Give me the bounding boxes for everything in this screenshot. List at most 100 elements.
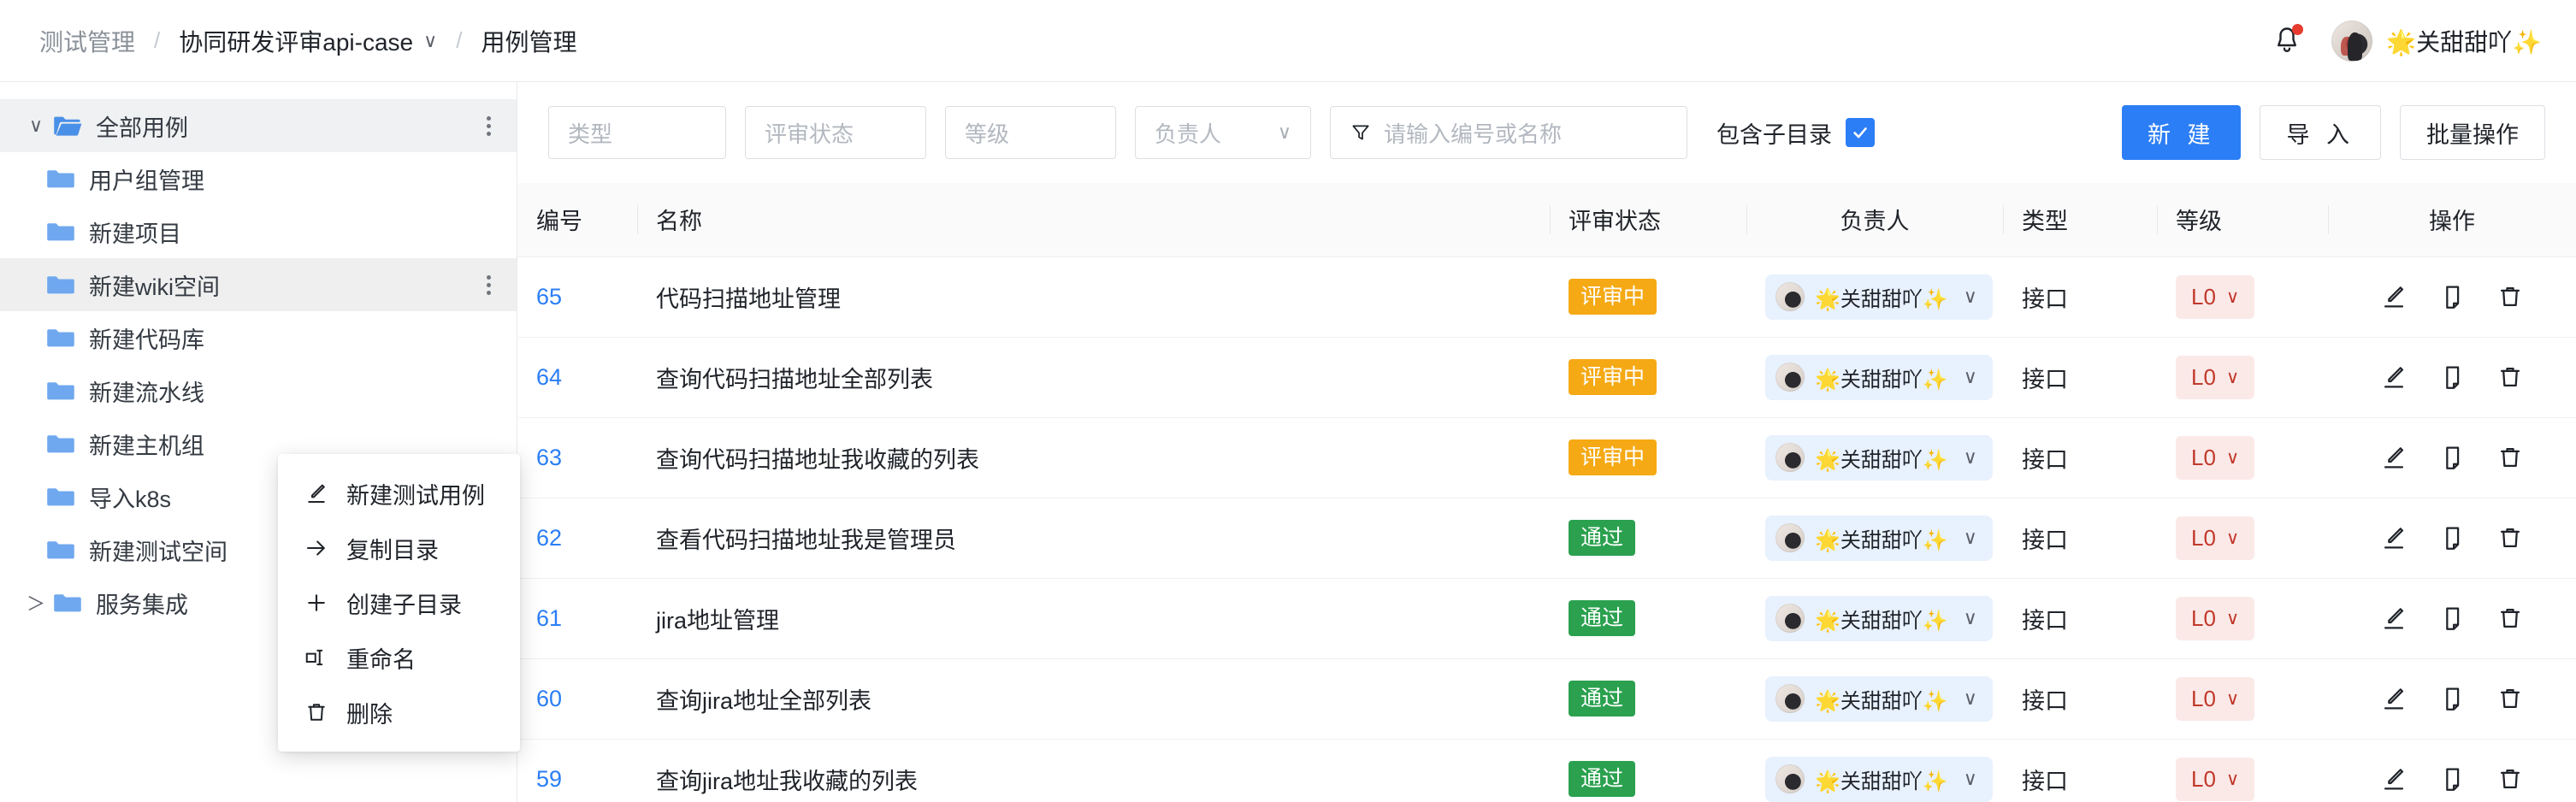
include-subdirectory-checkbox[interactable]: 包含子目录 bbox=[1716, 116, 1875, 150]
cell-name[interactable]: 代码扫描地址管理 bbox=[637, 257, 1550, 338]
copy-icon[interactable] bbox=[2437, 523, 2467, 552]
chevron-down-icon[interactable]: ∨ bbox=[2225, 608, 2240, 628]
chevron-down-icon[interactable]: ∨ bbox=[28, 115, 44, 136]
chevron-down-icon[interactable]: ∨ bbox=[2225, 367, 2240, 387]
delete-icon[interactable] bbox=[2496, 604, 2525, 633]
copy-icon[interactable] bbox=[2437, 684, 2467, 713]
sidebar-item-service-integration[interactable]: ＞ 服务集成 bbox=[0, 576, 517, 629]
chevron-down-icon[interactable]: ∨ bbox=[423, 29, 438, 51]
edit-icon[interactable] bbox=[2379, 764, 2408, 793]
edit-icon[interactable] bbox=[2379, 282, 2408, 311]
more-options-icon[interactable] bbox=[479, 115, 498, 136]
sidebar-item-new-pipeline[interactable]: 新建流水线 bbox=[0, 364, 517, 417]
cell-name[interactable]: 查询jira地址全部列表 bbox=[637, 658, 1550, 740]
chevron-down-icon[interactable]: ∨ bbox=[1963, 366, 1977, 387]
import-button[interactable]: 导 入 bbox=[2260, 105, 2381, 160]
delete-icon[interactable] bbox=[2496, 764, 2525, 793]
chevron-down-icon[interactable]: ∨ bbox=[2225, 688, 2240, 709]
case-id-link[interactable]: 60 bbox=[536, 685, 563, 711]
table-row[interactable]: 64 查询代码扫描地址全部列表 评审中 🌟关甜甜吖✨ ∨ 接口 L0 ∨ bbox=[517, 337, 2576, 418]
filter-level-select[interactable]: 等级 bbox=[945, 106, 1116, 159]
copy-icon[interactable] bbox=[2437, 363, 2467, 392]
filter-owner-select[interactable]: 负责人 ∨ bbox=[1135, 106, 1311, 159]
cell-name[interactable]: 查询代码扫描地址我收藏的列表 bbox=[637, 417, 1550, 498]
chevron-down-icon[interactable]: ∨ bbox=[2225, 769, 2240, 789]
sidebar-item-new-project[interactable]: 新建项目 bbox=[0, 205, 517, 258]
chevron-down-icon[interactable]: ∨ bbox=[1963, 446, 1977, 468]
chevron-down-icon[interactable]: ∨ bbox=[2225, 286, 2240, 307]
case-id-link[interactable]: 59 bbox=[536, 765, 563, 792]
owner-select[interactable]: 🌟关甜甜吖✨ ∨ bbox=[1765, 274, 1993, 320]
delete-icon[interactable] bbox=[2496, 443, 2525, 472]
chevron-down-icon[interactable]: ∨ bbox=[1963, 527, 1977, 548]
copy-icon[interactable] bbox=[2437, 282, 2467, 311]
sidebar-item-new-host-group[interactable]: 新建主机组 bbox=[0, 417, 517, 470]
table-row[interactable]: 60 查询jira地址全部列表 通过 🌟关甜甜吖✨ ∨ 接口 L0 ∨ bbox=[517, 658, 2576, 740]
level-select[interactable]: L0 ∨ bbox=[2176, 355, 2255, 399]
breadcrumb-item-project[interactable]: 协同研发评审api-case bbox=[179, 28, 414, 56]
context-menu-item-create-subdirectory[interactable]: 创建子目录 bbox=[278, 575, 520, 630]
chevron-down-icon[interactable]: ∨ bbox=[2225, 528, 2240, 548]
more-options-icon[interactable] bbox=[479, 274, 498, 295]
filter-type-select[interactable]: 类型 bbox=[548, 106, 726, 159]
level-select[interactable]: L0 ∨ bbox=[2176, 435, 2255, 480]
edit-icon[interactable] bbox=[2379, 684, 2408, 713]
sidebar-item-all-cases[interactable]: ∨ 全部用例 bbox=[0, 99, 517, 152]
sidebar-item-import-k8s[interactable]: 导入k8s bbox=[0, 470, 517, 523]
checkbox-checked-icon[interactable] bbox=[1846, 118, 1875, 147]
case-id-link[interactable]: 61 bbox=[536, 604, 563, 631]
user-menu[interactable]: 🌟关甜甜吖✨ bbox=[2331, 20, 2542, 62]
sidebar-item-new-wiki-space[interactable]: 新建wiki空间 bbox=[0, 258, 517, 311]
edit-icon[interactable] bbox=[2379, 523, 2408, 552]
context-menu-item-new-test-case[interactable]: 新建测试用例 bbox=[278, 466, 520, 521]
level-select[interactable]: L0 ∨ bbox=[2176, 596, 2255, 640]
context-menu-item-delete[interactable]: 删除 bbox=[278, 685, 520, 740]
cell-name[interactable]: 查看代码扫描地址我是管理员 bbox=[637, 498, 1550, 579]
owner-select[interactable]: 🌟关甜甜吖✨ ∨ bbox=[1765, 675, 1993, 722]
level-select[interactable]: L0 ∨ bbox=[2176, 757, 2255, 801]
edit-icon[interactable] bbox=[2379, 443, 2408, 472]
notification-bell-button[interactable] bbox=[2272, 23, 2304, 57]
filter-review-status-select[interactable]: 评审状态 bbox=[745, 106, 926, 159]
table-row[interactable]: 65 代码扫描地址管理 评审中 🌟关甜甜吖✨ ∨ 接口 L0 ∨ bbox=[517, 257, 2576, 338]
chevron-down-icon[interactable]: ∨ bbox=[1963, 687, 1977, 709]
owner-select[interactable]: 🌟关甜甜吖✨ ∨ bbox=[1765, 756, 1993, 802]
case-id-link[interactable]: 62 bbox=[536, 524, 563, 551]
delete-icon[interactable] bbox=[2496, 363, 2525, 392]
sidebar-item-user-group[interactable]: 用户组管理 bbox=[0, 152, 517, 205]
level-select[interactable]: L0 ∨ bbox=[2176, 676, 2255, 721]
owner-select[interactable]: 🌟关甜甜吖✨ ∨ bbox=[1765, 595, 1993, 641]
sidebar-item-new-test-space[interactable]: 新建测试空间 bbox=[0, 523, 517, 576]
context-menu-item-rename[interactable]: 重命名 bbox=[278, 630, 520, 685]
table-row[interactable]: 62 查看代码扫描地址我是管理员 通过 🌟关甜甜吖✨ ∨ 接口 L0 ∨ bbox=[517, 498, 2576, 579]
edit-icon[interactable] bbox=[2379, 363, 2408, 392]
level-select[interactable]: L0 ∨ bbox=[2176, 274, 2255, 319]
level-select[interactable]: L0 ∨ bbox=[2176, 516, 2255, 560]
cell-name[interactable]: jira地址管理 bbox=[637, 578, 1550, 659]
chevron-down-icon[interactable]: ∨ bbox=[1963, 768, 1977, 789]
owner-select[interactable]: 🌟关甜甜吖✨ ∨ bbox=[1765, 434, 1993, 481]
owner-select[interactable]: 🌟关甜甜吖✨ ∨ bbox=[1765, 354, 1993, 400]
chevron-down-icon[interactable]: ∨ bbox=[1963, 607, 1977, 628]
context-menu-item-copy-directory[interactable]: 复制目录 bbox=[278, 521, 520, 575]
delete-icon[interactable] bbox=[2496, 282, 2525, 311]
sidebar-item-new-code-repo[interactable]: 新建代码库 bbox=[0, 311, 517, 364]
owner-select[interactable]: 🌟关甜甜吖✨ ∨ bbox=[1765, 515, 1993, 561]
copy-icon[interactable] bbox=[2437, 443, 2467, 472]
edit-icon[interactable] bbox=[2379, 604, 2408, 633]
search-input[interactable]: 请输入编号或名称 bbox=[1330, 106, 1687, 159]
cell-name[interactable]: 查询jira地址我收藏的列表 bbox=[637, 739, 1550, 802]
case-id-link[interactable]: 64 bbox=[536, 363, 563, 390]
table-row[interactable]: 61 jira地址管理 通过 🌟关甜甜吖✨ ∨ 接口 L0 ∨ bbox=[517, 578, 2576, 659]
delete-icon[interactable] bbox=[2496, 684, 2525, 713]
copy-icon[interactable] bbox=[2437, 764, 2467, 793]
chevron-right-icon[interactable]: ＞ bbox=[26, 593, 45, 615]
copy-icon[interactable] bbox=[2437, 604, 2467, 633]
chevron-down-icon[interactable]: ∨ bbox=[2225, 447, 2240, 468]
chevron-down-icon[interactable]: ∨ bbox=[1963, 286, 1977, 307]
breadcrumb-item-test-management[interactable]: 测试管理 bbox=[39, 28, 136, 56]
table-row[interactable]: 63 查询代码扫描地址我收藏的列表 评审中 🌟关甜甜吖✨ ∨ 接口 L0 ∨ bbox=[517, 417, 2576, 498]
create-button[interactable]: 新 建 bbox=[2121, 105, 2242, 160]
table-row[interactable]: 59 查询jira地址我收藏的列表 通过 🌟关甜甜吖✨ ∨ 接口 L0 ∨ bbox=[517, 739, 2576, 802]
case-id-link[interactable]: 65 bbox=[536, 283, 563, 310]
